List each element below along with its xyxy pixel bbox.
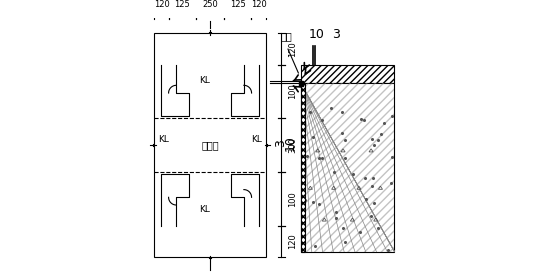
Text: 3: 3 bbox=[274, 139, 287, 146]
Point bbox=[309, 200, 317, 205]
Point bbox=[366, 213, 375, 218]
Point bbox=[318, 156, 327, 160]
Text: 10: 10 bbox=[284, 135, 297, 150]
Text: KL: KL bbox=[199, 205, 210, 215]
Text: 125: 125 bbox=[230, 0, 246, 9]
Point bbox=[339, 226, 348, 230]
Point bbox=[388, 114, 397, 119]
Point bbox=[311, 244, 320, 249]
Text: 3: 3 bbox=[332, 28, 340, 41]
Point bbox=[359, 117, 368, 122]
Point bbox=[318, 118, 327, 122]
Point bbox=[314, 202, 323, 206]
Bar bbox=[301, 83, 394, 252]
Point bbox=[380, 121, 389, 125]
Point bbox=[340, 240, 349, 244]
Text: 250: 250 bbox=[202, 0, 218, 9]
Text: KL: KL bbox=[158, 136, 169, 145]
Point bbox=[383, 248, 392, 252]
Bar bbox=[299, 81, 303, 86]
Point bbox=[327, 106, 336, 110]
Point bbox=[369, 176, 378, 180]
Text: 100: 100 bbox=[288, 84, 297, 99]
Bar bbox=[301, 83, 305, 252]
Point bbox=[370, 201, 379, 205]
Text: 100: 100 bbox=[288, 191, 297, 207]
Point bbox=[370, 143, 378, 147]
Point bbox=[338, 131, 347, 135]
Point bbox=[387, 181, 396, 185]
Point bbox=[367, 137, 376, 141]
Point bbox=[331, 216, 340, 220]
Text: 柱顶面: 柱顶面 bbox=[201, 140, 219, 150]
Point bbox=[377, 132, 386, 136]
Bar bbox=[301, 83, 305, 252]
Point bbox=[373, 138, 382, 142]
Text: 300: 300 bbox=[288, 137, 297, 153]
Text: 120: 120 bbox=[153, 0, 169, 9]
Point bbox=[387, 154, 396, 159]
Text: 10: 10 bbox=[309, 28, 324, 41]
Point bbox=[309, 134, 317, 139]
Point bbox=[356, 230, 365, 235]
Bar bbox=[301, 83, 394, 252]
Text: 120: 120 bbox=[288, 233, 297, 249]
Point bbox=[357, 117, 366, 121]
Point bbox=[331, 210, 340, 215]
Point bbox=[368, 184, 377, 189]
Point bbox=[341, 138, 350, 143]
Text: KL: KL bbox=[251, 136, 262, 145]
Text: 120: 120 bbox=[288, 41, 297, 57]
Point bbox=[348, 172, 357, 177]
Point bbox=[315, 156, 323, 161]
Text: KL: KL bbox=[199, 76, 210, 85]
Point bbox=[305, 109, 314, 114]
Text: 125: 125 bbox=[174, 0, 190, 9]
Point bbox=[362, 197, 371, 201]
Text: 120: 120 bbox=[251, 0, 267, 9]
Point bbox=[360, 176, 369, 181]
Point bbox=[329, 170, 338, 175]
Point bbox=[340, 155, 349, 160]
Point bbox=[338, 109, 346, 114]
Point bbox=[374, 226, 383, 230]
Text: 电焊: 电焊 bbox=[280, 31, 292, 41]
Bar bbox=[301, 65, 394, 83]
Point bbox=[301, 198, 310, 203]
Point bbox=[302, 154, 311, 158]
Bar bbox=[154, 33, 266, 257]
